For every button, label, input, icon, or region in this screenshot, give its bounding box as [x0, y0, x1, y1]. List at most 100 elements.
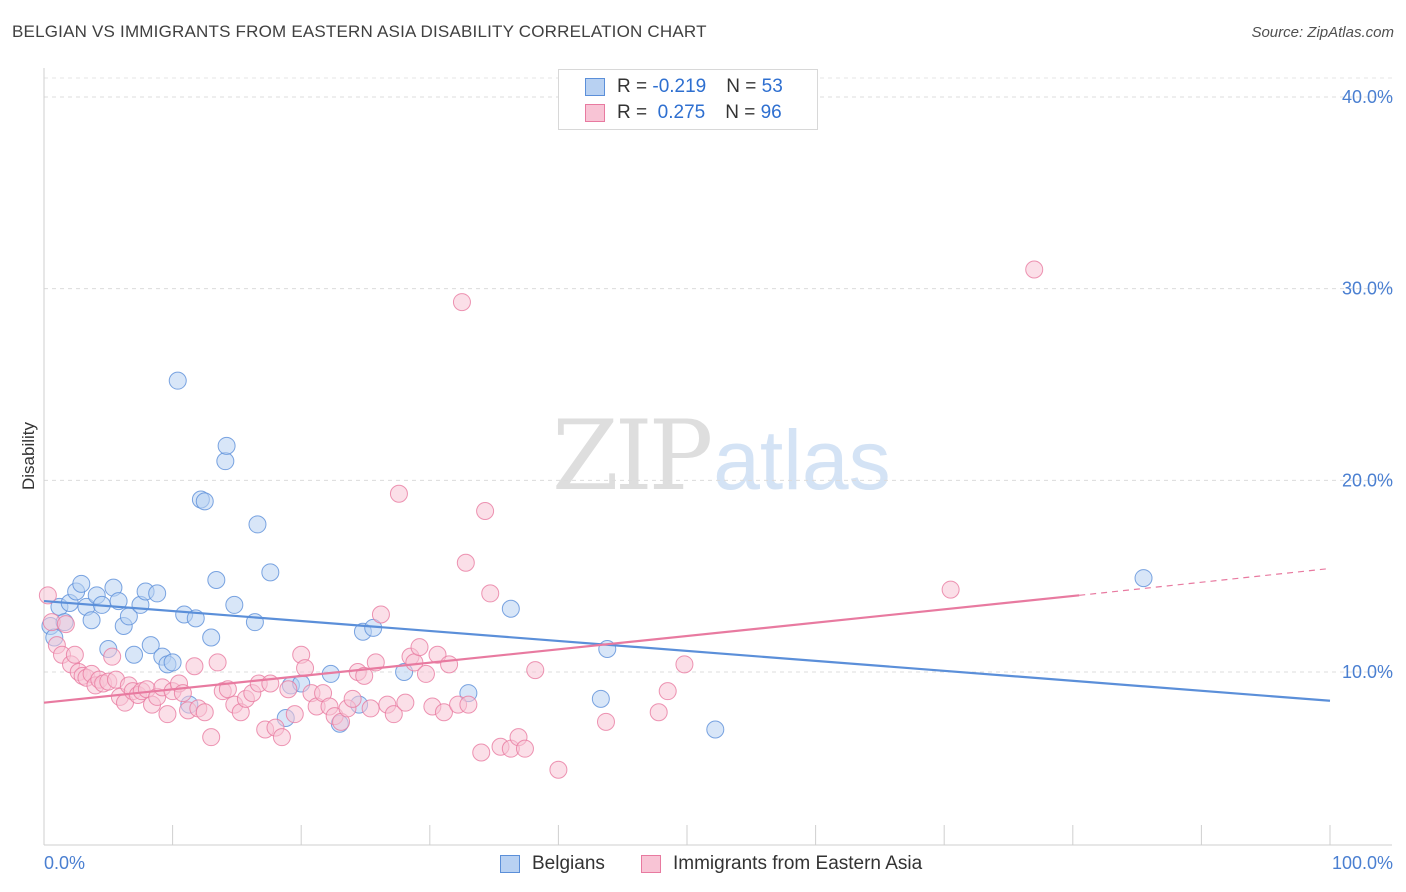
belgians-point [225, 595, 244, 614]
stats-text-belgians: R = -0.219 N = 53 [617, 76, 783, 98]
stats-r-label: R = [617, 76, 653, 97]
stats-swatch-belgians [585, 78, 605, 96]
immigrants-point [202, 728, 221, 747]
immigrants-trend-line [43, 594, 1080, 704]
immigrants-point [649, 703, 668, 722]
correlation-stats-box: R = -0.219 N = 53 R = 0.275 N = 96 [558, 69, 818, 130]
legend-label-immigrants: Immigrants from Eastern Asia [673, 853, 923, 874]
y-axis-label: Disability [19, 421, 38, 490]
belgians-point [141, 636, 160, 655]
legend-swatch-belgians [500, 855, 520, 873]
immigrants-point [658, 682, 677, 701]
stats-r-value: -0.219 [652, 76, 707, 97]
stats-n-label: N = [725, 102, 761, 123]
immigrants-point [396, 693, 415, 712]
immigrants-point [208, 653, 227, 672]
immigrants-point [38, 586, 57, 605]
y-tick-label: 10.0% [1342, 662, 1393, 682]
immigrants-point [272, 728, 291, 747]
belgians-point [706, 720, 725, 739]
immigrants-trend-extension [1079, 567, 1331, 596]
belgians-point [109, 592, 128, 611]
belgians-point [148, 584, 167, 603]
belgians-point [591, 689, 610, 708]
immigrants-point [103, 647, 122, 666]
watermark-atlas: atlas [713, 413, 891, 507]
immigrants-point [434, 703, 453, 722]
immigrants-point [389, 484, 408, 503]
immigrants-point [526, 661, 545, 680]
immigrants-point [366, 653, 385, 672]
points-layer [38, 260, 1153, 779]
legend-label-belgians: Belgians [532, 853, 605, 874]
belgians-point [195, 492, 214, 511]
immigrants-point [361, 699, 380, 718]
x-tick-label: 0.0% [44, 853, 85, 873]
immigrants-point [410, 638, 429, 657]
immigrants-point [456, 553, 475, 572]
belgians-point [248, 515, 267, 534]
immigrants-point [285, 705, 304, 724]
immigrants-point [476, 502, 495, 520]
immigrants-point [549, 760, 568, 779]
immigrants-point [440, 655, 459, 674]
trend-layer [43, 567, 1331, 704]
immigrants-point [279, 680, 298, 699]
immigrants-point [941, 580, 960, 599]
immigrants-point [452, 293, 471, 312]
immigrants-point [158, 705, 177, 724]
stats-r-value: 0.275 [652, 102, 706, 123]
belgians-point [163, 653, 182, 672]
x-tick-label: 100.0% [1332, 853, 1393, 873]
belgians-point [168, 371, 187, 390]
immigrants-point [384, 705, 403, 724]
immigrants-point [65, 645, 84, 664]
belgians-point [1134, 569, 1153, 588]
immigrants-point [515, 739, 534, 758]
belgians-point [501, 599, 520, 618]
stats-n-label: N = [726, 76, 762, 97]
chart-source: Source: ZipAtlas.com [1251, 24, 1394, 41]
immigrants-point [195, 703, 214, 722]
immigrants-point [428, 645, 447, 664]
immigrants-point [1025, 260, 1044, 279]
immigrants-point [416, 664, 435, 683]
chart-legend: Belgians Immigrants from Eastern Asia [0, 850, 1406, 878]
belgians-point [216, 452, 235, 471]
belgians-point [125, 645, 144, 664]
immigrants-point [481, 584, 500, 603]
stats-row-belgians: R = -0.219 N = 53 [559, 76, 817, 100]
immigrants-point [472, 743, 491, 762]
y-tick-label: 30.0% [1342, 279, 1393, 299]
belgians-point [72, 574, 91, 593]
belgians-point [261, 563, 280, 582]
y-tick-label: 20.0% [1342, 470, 1393, 490]
immigrants-point [355, 666, 374, 685]
stats-swatch-immigrants [585, 104, 605, 122]
belgians-point [202, 628, 221, 647]
y-tick-label: 40.0% [1342, 87, 1393, 107]
immigrants-point [371, 605, 390, 624]
belgians-trend-line [43, 599, 1331, 702]
axis-layer [43, 68, 1392, 846]
immigrants-point [459, 695, 478, 714]
belgians-point [217, 436, 236, 455]
belgians-point [207, 571, 226, 589]
watermark-zip: ZIP [552, 400, 713, 512]
belgians-point [82, 611, 101, 630]
immigrants-point [185, 657, 204, 676]
immigrants-point [596, 712, 615, 731]
immigrants-point [343, 689, 362, 708]
zipatlas-watermark: ZIPatlas [552, 400, 891, 512]
label-layer: 10.0% 20.0% 30.0% 40.0% 0.0% 100.0% Disability [19, 87, 1393, 873]
chart-title: BELGIAN VS IMMIGRANTS FROM EASTERN ASIA … [12, 22, 707, 41]
immigrants-point [56, 615, 75, 634]
stats-n-value: 53 [761, 76, 783, 97]
stats-text-immigrants: R = 0.275 N = 96 [617, 102, 782, 124]
stats-r-label: R = [617, 102, 653, 123]
immigrants-point [675, 655, 694, 674]
legend-swatch-immigrants [641, 855, 661, 873]
stats-row-immigrants: R = 0.275 N = 96 [559, 102, 817, 126]
